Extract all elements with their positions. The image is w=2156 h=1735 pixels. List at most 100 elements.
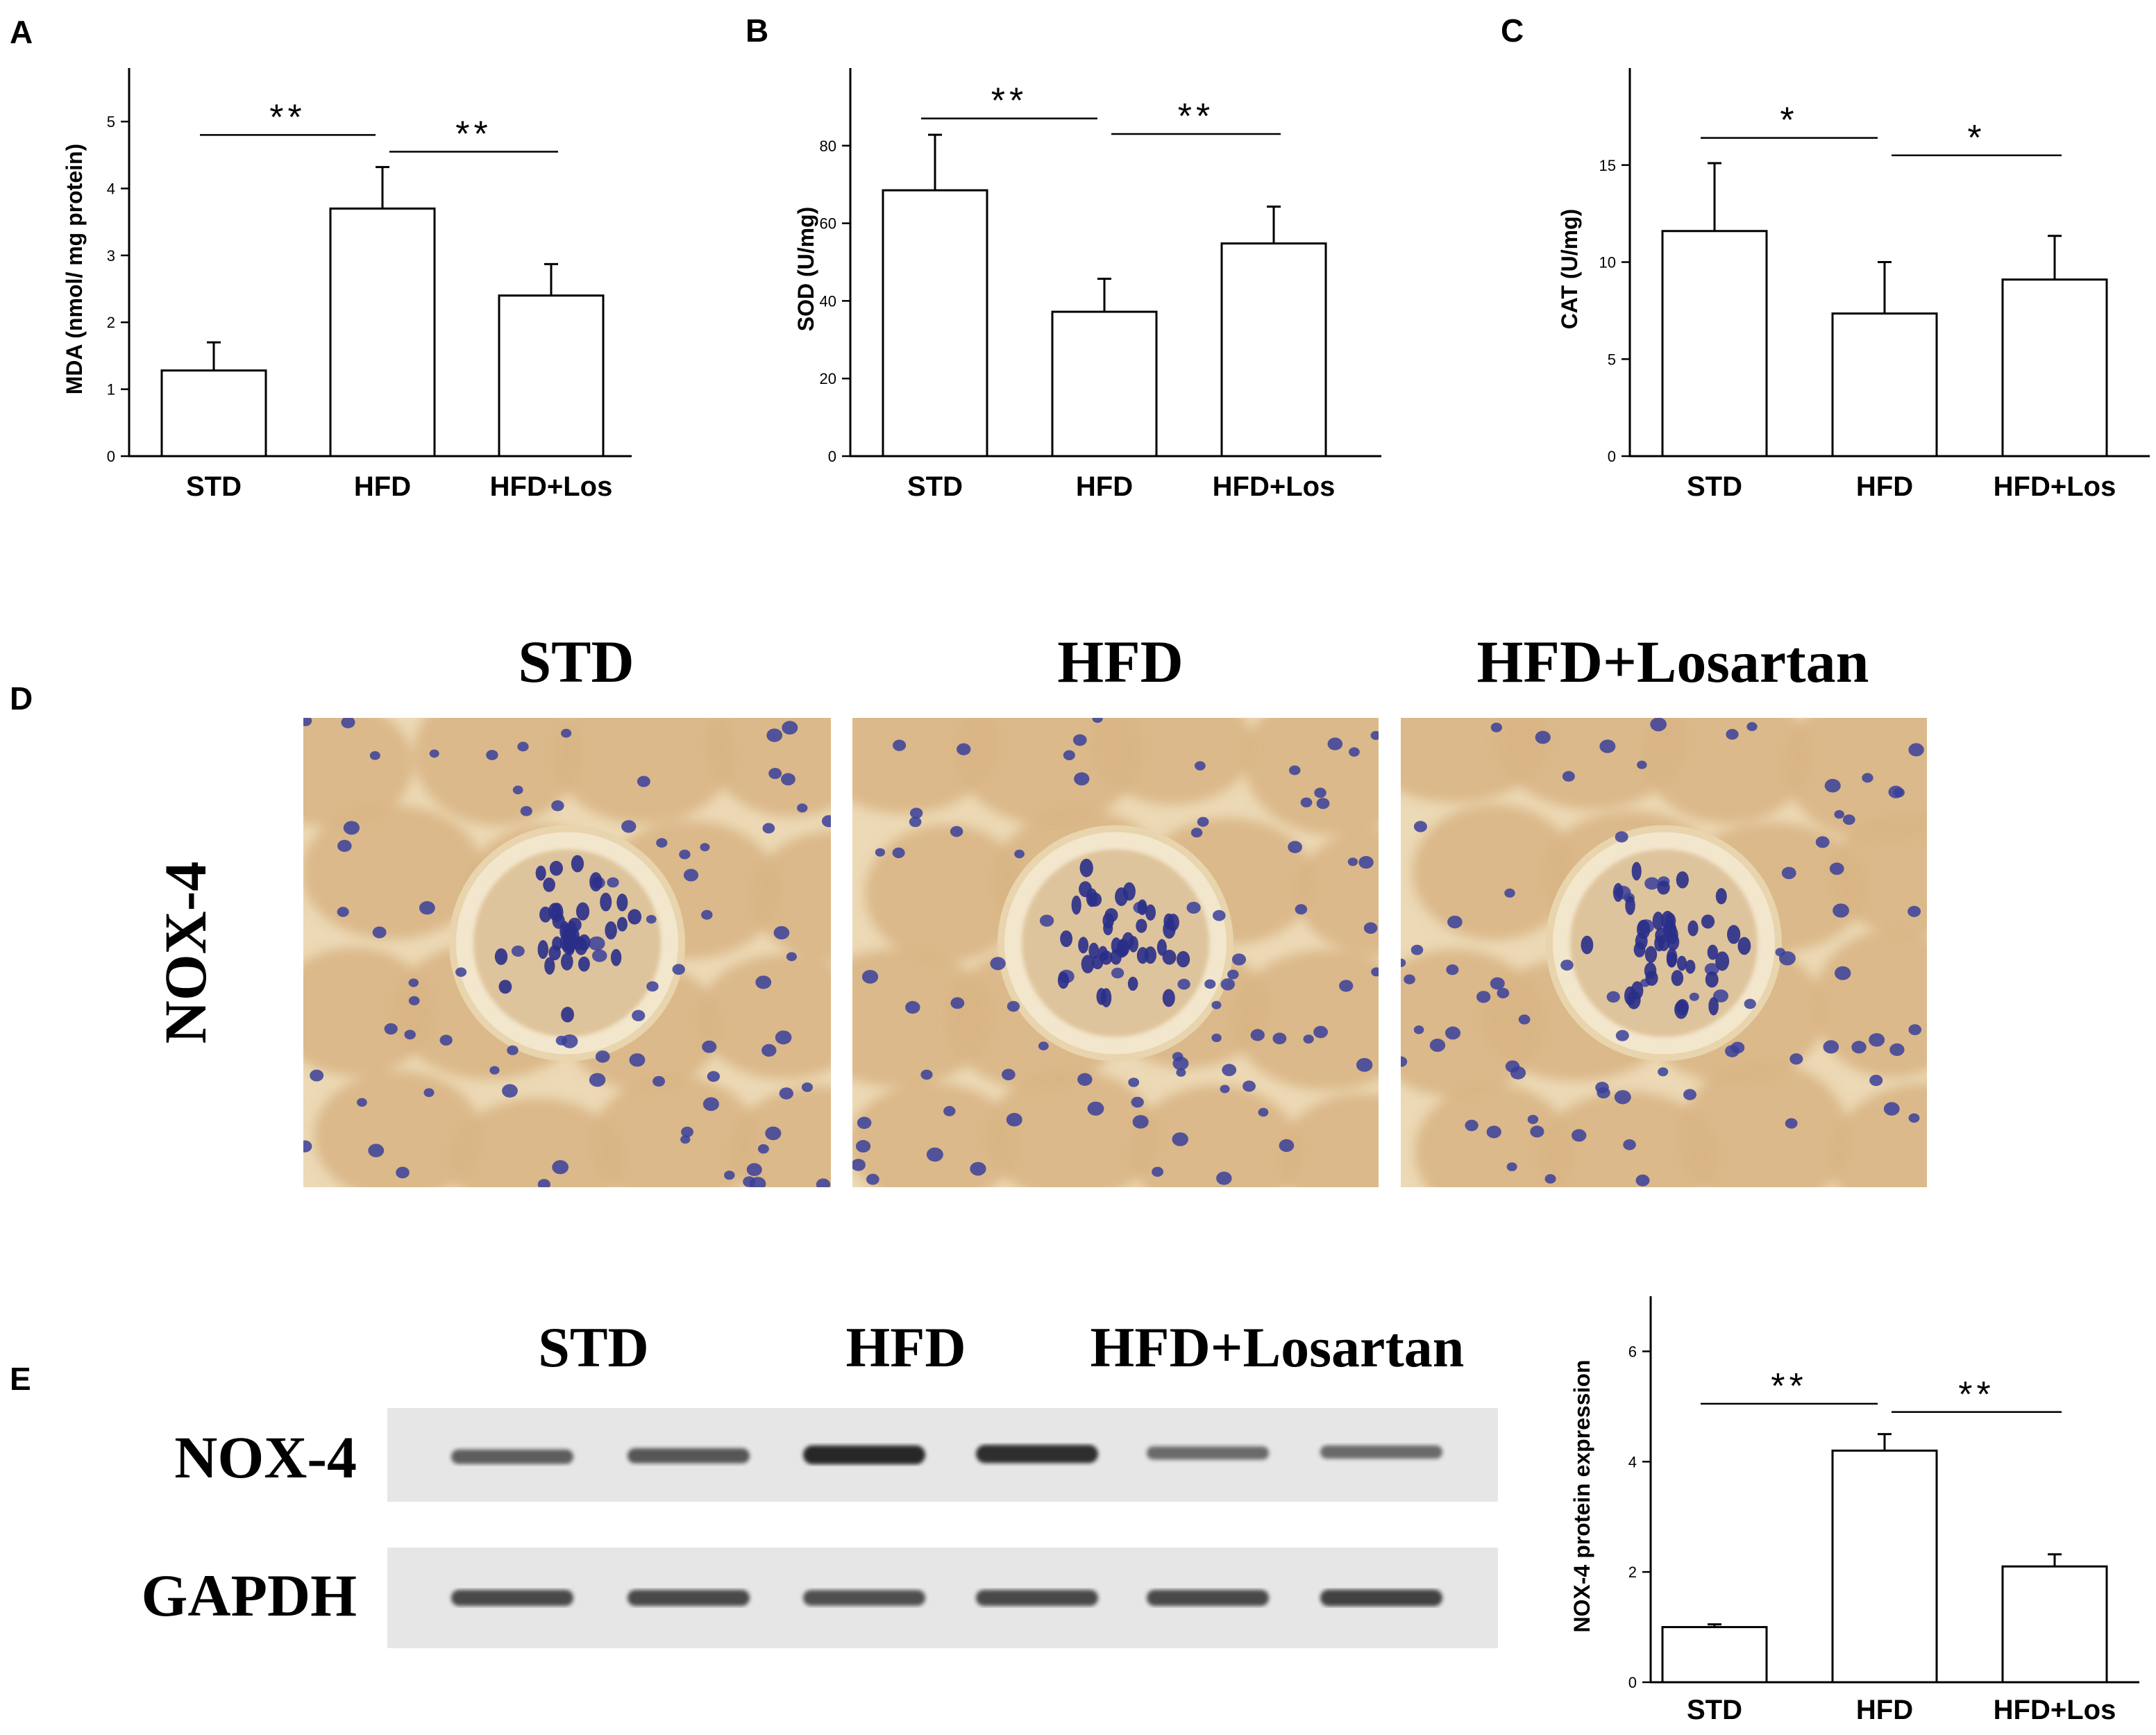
bar-hfd [1831,1449,1938,1684]
blot-band-gapdh-lane-3 [803,1590,925,1606]
cell-nucleus [797,803,808,813]
cell-nucleus [429,749,439,758]
cell-nucleus [926,1147,943,1162]
glomerular-nucleus [1685,959,1696,974]
cell-nucleus [629,1053,646,1067]
glomerular-nucleus [537,940,549,959]
glomerular-nucleus [1676,871,1689,889]
cell-nucleus [1204,979,1216,989]
cell-nucleus [1177,978,1190,990]
glomerular-nucleus [544,957,555,975]
cell-nucleus [1518,1014,1531,1025]
glomerular-nucleus [498,980,512,994]
y-axis-label: CAT (U/mg) [1557,209,1582,330]
cell-nucleus [1014,849,1025,859]
bar-hfd-los [1220,242,1327,458]
cell-nucleus [875,848,886,857]
cell-nucleus [1683,1089,1696,1100]
glomerular-nucleus [1636,919,1651,939]
glomerular-nucleus [563,932,576,948]
cell-nucleus [1363,922,1378,934]
cell-nucleus [1823,1040,1839,1054]
glomerular-nucleus [1645,971,1658,986]
cell-nucleus [782,721,798,735]
cell-nucleus [1039,914,1054,927]
blot-group-hfd: HFD [845,1316,966,1379]
significance-marker-1: ** [269,97,305,137]
cell-nucleus [1615,831,1628,843]
blot-band-gapdh-lane-6 [1320,1589,1442,1607]
bar-hfd [329,207,436,458]
cell-nucleus [1497,987,1510,998]
cell-nucleus [1077,1073,1093,1086]
glomerular-nucleus [1081,955,1095,973]
glomerular-nucleus [1631,862,1642,881]
cell-nucleus [681,1126,694,1138]
glomerular-nucleus [552,913,565,929]
glomerular-nucleus [1625,896,1635,915]
glomerular-nucleus [1096,988,1107,1005]
glomerular-nucleus [1715,888,1727,905]
cell-nucleus [1535,730,1551,744]
cell-nucleus [1490,977,1505,990]
cell-nucleus [1002,1068,1016,1081]
cell-nucleus [1413,1025,1424,1034]
cell-nucleus [683,869,699,882]
cell-nucleus [1176,1068,1186,1077]
cell-nucleus [1243,1080,1256,1092]
cell-nucleus [1211,1000,1222,1009]
blot-band-gapdh-lane-5 [1147,1589,1269,1607]
cell-nucleus [1279,1139,1295,1153]
bar-hfd [1051,310,1158,458]
cell-nucleus [303,718,312,726]
cell-nucleus [646,914,657,924]
y-tick-label: 60 [820,215,836,233]
cell-nucleus [1358,855,1374,869]
significance-marker-1: ** [1771,1366,1807,1407]
cell-nucleus [1186,901,1201,914]
cell-nucleus [343,821,360,835]
cell-nucleus [781,773,795,786]
cell-nucleus [1250,1029,1265,1041]
cell-nucleus [700,843,710,852]
cell-nucleus [1371,967,1379,977]
glomerular-nucleus [575,937,588,955]
cell-nucleus [1595,1082,1609,1093]
cell-nucleus [1413,821,1427,832]
bar-hfd [1831,312,1938,458]
cell-nucleus [1272,1032,1287,1045]
cell-nucleus [1370,730,1379,740]
cell-nucleus [1599,739,1616,753]
panel-letter-e: E [10,1361,31,1397]
cell-nucleus [990,957,1006,971]
blot-strip-nox4 [387,1408,1498,1502]
cell-nucleus [1746,722,1758,732]
glomerular-nucleus [1671,970,1684,987]
cell-nucleus [755,975,772,989]
glomerular-nucleus [1701,914,1715,929]
category-label-hfd: HFD [1076,471,1133,502]
blot-band-nox-4-lane-3 [803,1445,925,1465]
cell-nucleus [672,964,685,975]
cell-nucleus [1038,1041,1049,1050]
cell-nucleus [1313,1025,1328,1039]
cell-nucleus [423,1088,435,1098]
cell-nucleus [1220,1084,1230,1093]
cell-nucleus [801,1082,813,1092]
cell-nucleus [561,728,572,738]
glomerular-nucleus [1060,930,1073,948]
cell-nucleus [408,996,420,1006]
cell-nucleus [852,1159,866,1171]
cell-nucleus [303,1140,312,1153]
cell-nucleus [1544,1174,1556,1184]
cell-nucleus [1527,1114,1539,1124]
cell-nucleus [1347,857,1358,866]
cell-nucleus [679,849,691,860]
cell-nucleus [439,1034,453,1046]
cell-nucleus [369,751,380,760]
chart-sod: 0 20 40 60 80 SOD (U/mg) STD HFD HFD+Los ** ** [793,68,1381,502]
y-tick-label: 20 [820,370,836,387]
cell-nucleus [1851,1041,1867,1054]
glomerular-nucleus [600,892,612,912]
